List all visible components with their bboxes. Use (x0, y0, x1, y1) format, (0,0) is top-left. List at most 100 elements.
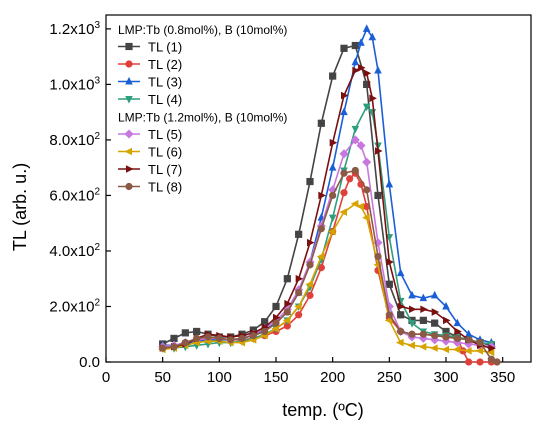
data-point (295, 311, 303, 319)
data-point (271, 324, 280, 333)
data-point (316, 252, 325, 261)
data-point (356, 140, 366, 150)
data-point (442, 301, 450, 310)
data-point (493, 358, 501, 366)
data-point (431, 332, 439, 340)
data-point (272, 302, 280, 311)
y-tick-label: 2.0x102 (49, 297, 100, 315)
data-point (329, 191, 337, 200)
data-point (442, 333, 450, 341)
data-point (385, 234, 394, 242)
data-point (476, 358, 484, 366)
legend-item: TL (5) (118, 127, 182, 142)
data-point (227, 336, 235, 344)
data-point (362, 24, 371, 32)
data-point (408, 320, 416, 328)
data-point (476, 338, 484, 347)
y-tick-label: 1.2x103 (49, 20, 100, 38)
data-point (363, 69, 372, 78)
legend-item: TL (1) (118, 40, 182, 55)
data-point (295, 230, 303, 238)
data-point (352, 66, 360, 75)
data-point (351, 125, 360, 134)
data-point (305, 280, 314, 289)
legend-item: TL (8) (118, 180, 182, 195)
data-point (408, 330, 416, 338)
data-point (261, 327, 269, 336)
data-point (340, 91, 349, 100)
data-point (418, 342, 427, 351)
data-point (397, 311, 405, 319)
data-point (318, 191, 326, 200)
data-point (340, 189, 348, 197)
data-point (430, 344, 438, 352)
data-point (346, 175, 354, 183)
legend-item: TL (6) (118, 145, 182, 160)
series-3-line (162, 28, 492, 347)
legend-swatch-marker (124, 129, 134, 139)
data-point (350, 199, 359, 208)
data-point (452, 345, 461, 354)
data-point (453, 318, 462, 327)
series-6-line (162, 203, 492, 354)
data-point (295, 274, 304, 283)
data-point (420, 305, 428, 314)
data-point (396, 268, 405, 277)
data-point (329, 72, 337, 80)
data-point (170, 334, 178, 343)
y-axis-title: TL (arb. u.) (10, 163, 30, 251)
data-point (374, 65, 382, 74)
data-point (282, 316, 291, 325)
data-point (362, 157, 372, 167)
legend-label: TL (6) (148, 145, 182, 160)
legend-swatch-marker (125, 76, 133, 85)
data-point (385, 311, 393, 319)
y-tick-label: 6.0x102 (49, 186, 100, 204)
data-point (249, 332, 257, 340)
legend-swatch-marker (125, 60, 133, 68)
data-point (193, 334, 201, 343)
y-tick-label: 0.0 (79, 354, 100, 371)
data-point (419, 316, 427, 324)
data-point (441, 345, 450, 354)
x-tick-label: 350 (490, 369, 515, 386)
legend-swatch-marker (126, 165, 134, 173)
data-point (340, 107, 348, 116)
data-point (374, 191, 382, 200)
x-tick-label: 300 (433, 369, 458, 386)
data-point (465, 336, 473, 344)
legend-swatch-marker (124, 147, 132, 156)
legend-swatch-marker (125, 182, 133, 191)
data-point (284, 299, 292, 308)
x-tick-label: 250 (377, 369, 402, 386)
x-tick-label: 0 (102, 369, 110, 386)
data-point (329, 138, 338, 147)
data-point (193, 327, 201, 336)
data-point (204, 333, 212, 341)
data-point (340, 44, 348, 52)
legend-group-title: LMP:Tb (0.8mol%), B (10mol%) (118, 23, 287, 37)
data-point (465, 358, 473, 366)
data-point (374, 147, 383, 155)
data-point (317, 119, 325, 127)
data-point (238, 334, 246, 343)
data-point (374, 252, 382, 261)
data-point (385, 179, 394, 188)
data-point (215, 334, 223, 343)
data-point (159, 344, 167, 352)
data-point (362, 103, 371, 112)
data-point (408, 305, 417, 314)
data-point (488, 344, 496, 352)
data-point (362, 213, 370, 222)
data-point (351, 57, 360, 66)
plot-frame (105, 14, 532, 363)
data-point (328, 163, 337, 171)
data-point (306, 177, 314, 186)
legend-item: TL (4) (118, 92, 182, 107)
data-point (357, 63, 366, 72)
series-8 (159, 166, 501, 366)
data-point (385, 280, 393, 288)
data-point (295, 289, 303, 297)
data-point (272, 313, 281, 322)
